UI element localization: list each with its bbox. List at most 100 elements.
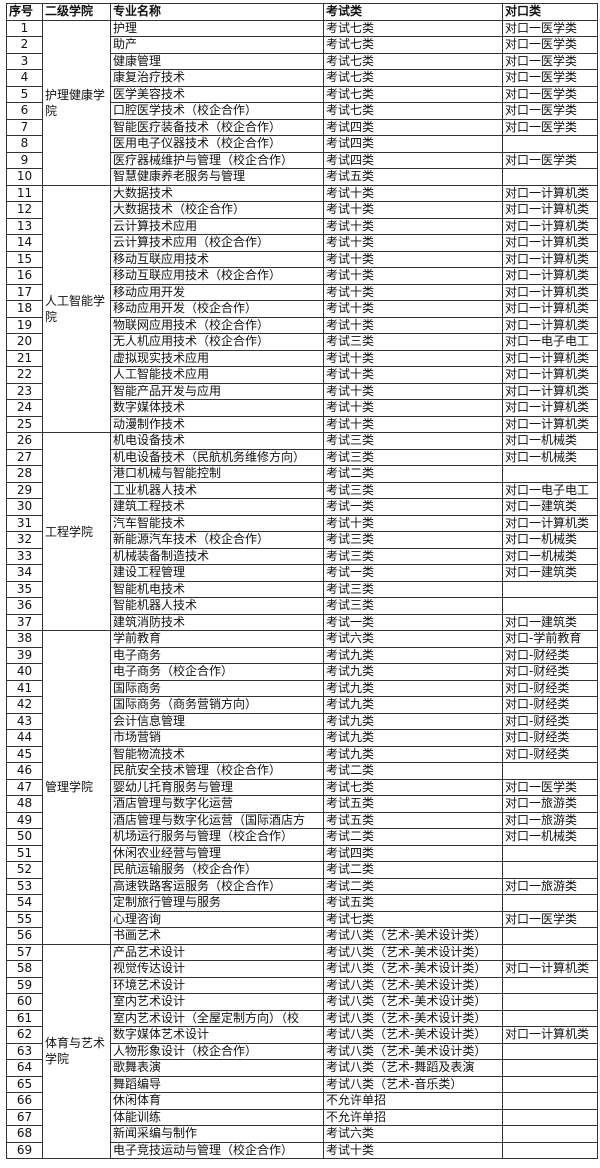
exam-category: 不允许单招	[323, 1092, 503, 1110]
major-name: 休闲农业经营与管理	[110, 844, 324, 862]
exam-category: 考试四类	[323, 118, 503, 136]
exam-category: 考试一类	[323, 498, 503, 516]
exam-category: 考试五类	[323, 795, 503, 813]
table-row: 52 民航运输服务（校企合作） 考试二类	[6, 861, 598, 879]
exam-category: 考试七类	[323, 19, 503, 37]
table-row: 51 休闲农业经营与管理 考试四类	[6, 844, 598, 862]
major-name: 人物形象设计（校企合作）	[110, 1042, 324, 1060]
table-body: 1 护理健康学院 护理 考试七类 对口一医学类 2 助产 考试七类 对口一医学类 3 健康管理 考试七…	[6, 19, 598, 1159]
matching-category	[502, 1059, 598, 1077]
major-name: 大数据技术（校企合作）	[110, 201, 324, 219]
matching-category: 对口一计算机类	[502, 267, 598, 285]
table-row: 27 机电设备技术（民航机务维修方向） 考试三类 对口一机械类	[6, 448, 598, 466]
matching-category	[502, 1108, 598, 1126]
row-index: 15	[6, 250, 43, 268]
exam-category: 考试十类	[323, 366, 503, 384]
table-row: 64 歌舞表演 考试八类（艺术-舞蹈及表演	[6, 1059, 598, 1077]
matching-category	[502, 844, 598, 862]
exam-category: 考试二类	[323, 861, 503, 879]
matching-category: 对口一医学类	[502, 85, 598, 103]
major-name: 智能产品开发与应用	[110, 382, 324, 400]
exam-category: 考试二类	[323, 465, 503, 483]
row-index: 33	[6, 547, 43, 565]
exam-category: 考试三类	[323, 448, 503, 466]
matching-category: 对口一计算机类	[502, 300, 598, 318]
matching-category: 对口一计算机类	[502, 960, 598, 978]
table-row: 9 医疗器械维护与管理（校企合作） 考试四类 对口一医学类	[6, 151, 598, 169]
row-index: 13	[6, 217, 43, 235]
exam-category: 考试十类	[323, 250, 503, 268]
row-index: 26	[6, 432, 43, 450]
table-row: 26 工程学院 机电设备技术 考试三类 对口一机械类	[6, 432, 598, 631]
exam-category: 考试三类	[323, 580, 503, 598]
row-index: 50	[6, 828, 43, 846]
row-index: 49	[6, 811, 43, 829]
row-index: 23	[6, 382, 43, 400]
matching-category: 对口一医学类	[502, 69, 598, 87]
row-index: 42	[6, 696, 43, 714]
exam-category: 考试一类	[323, 564, 503, 582]
major-name: 会计信息管理	[110, 712, 324, 730]
college-name: 体育与艺术学院	[42, 943, 111, 1159]
matching-category	[502, 976, 598, 994]
header-major: 专业名称	[110, 3, 324, 21]
matching-category: 对口-财经类	[502, 745, 598, 763]
major-name: 建筑消防技术	[110, 613, 324, 631]
matching-category: 对口-财经类	[502, 696, 598, 714]
matching-category	[502, 993, 598, 1011]
matching-category	[502, 1075, 598, 1093]
matching-category	[502, 135, 598, 153]
exam-category: 考试三类	[323, 597, 503, 615]
matching-category: 对口一医学类	[502, 52, 598, 70]
table-row: 57 体育与艺术学院 产品艺术设计 考试八类（艺术-美术设计类）	[6, 943, 598, 1159]
exam-category: 考试七类	[323, 102, 503, 120]
major-name: 移动互联应用技术（校企合作）	[110, 267, 324, 285]
exam-category: 考试十类	[323, 267, 503, 285]
matching-category	[502, 762, 598, 780]
matching-category: 对口一电子电工	[502, 481, 598, 499]
exam-category: 考试三类	[323, 481, 503, 499]
row-index: 21	[6, 349, 43, 367]
row-index: 8	[6, 135, 43, 153]
row-index: 61	[6, 1009, 43, 1027]
matching-category	[502, 927, 598, 945]
row-index: 28	[6, 465, 43, 483]
major-name: 新能源汽车技术（校企合作）	[110, 531, 324, 549]
row-index: 62	[6, 1026, 43, 1044]
row-index: 47	[6, 778, 43, 796]
major-name: 智能医疗装备技术（校企合作）	[110, 118, 324, 136]
exam-category: 考试九类	[323, 696, 503, 714]
exam-category: 考试二类	[323, 877, 503, 895]
header-row: 序号 二级学院 专业名称 考试类 对口类	[6, 3, 598, 21]
major-name: 国际商务	[110, 679, 324, 697]
college-name: 人工智能学院	[42, 184, 111, 433]
matching-category: 对口-财经类	[502, 712, 598, 730]
exam-category: 考试八类（艺术-美术设计类）	[323, 1026, 503, 1044]
matching-category: 对口一医学类	[502, 151, 598, 169]
matching-category: 对口一机械类	[502, 432, 598, 450]
major-name: 港口机械与智能控制	[110, 465, 324, 483]
matching-category: 对口一建筑类	[502, 613, 598, 631]
row-index: 63	[6, 1042, 43, 1060]
row-index: 2	[6, 36, 43, 54]
major-name: 机械装备制造技术	[110, 547, 324, 565]
major-name: 舞蹈编导	[110, 1075, 324, 1093]
matching-category: 对口一计算机类	[502, 234, 598, 252]
matching-category: 对口一旅游类	[502, 811, 598, 829]
table-row: 50 机场运行服务与管理（校企合作） 考试二类 对口一机械类	[6, 828, 598, 846]
major-name: 学前教育	[110, 630, 324, 648]
major-name: 口腔医学技术（校企合作）	[110, 102, 324, 120]
major-name: 新闻采编与制作	[110, 1125, 324, 1143]
row-index: 9	[6, 151, 43, 169]
row-index: 25	[6, 415, 43, 433]
row-index: 54	[6, 894, 43, 912]
row-index: 40	[6, 663, 43, 681]
major-name: 产品艺术设计	[110, 943, 324, 961]
table-row: 17 移动应用开发 考试十类 对口一计算机类	[6, 283, 598, 301]
major-name: 工业机器人技术	[110, 481, 324, 499]
exam-category: 考试七类	[323, 69, 503, 87]
exam-category: 考试十类	[323, 316, 503, 334]
matching-category	[502, 894, 598, 912]
row-index: 10	[6, 168, 43, 186]
row-index: 17	[6, 283, 43, 301]
